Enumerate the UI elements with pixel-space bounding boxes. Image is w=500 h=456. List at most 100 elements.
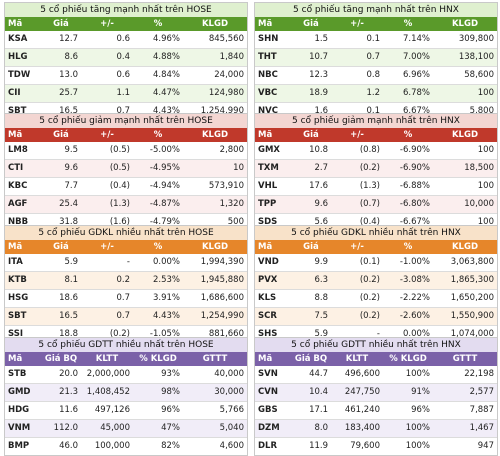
column-header-percent: %: [403, 130, 413, 140]
cell-change: (1.6): [109, 217, 130, 227]
cell-ticker[interactable]: NVC: [258, 106, 278, 116]
cell-ticker[interactable]: CVN: [258, 387, 278, 397]
cell-volume: 100: [477, 88, 494, 98]
cell-ticker[interactable]: VHL: [258, 181, 278, 191]
cell-ticker[interactable]: SBT: [8, 311, 27, 321]
table-row: VNM 112.0 45,000 47% 5,040: [5, 419, 247, 437]
cell-ticker[interactable]: VND: [258, 257, 279, 267]
cell-price: 8.6: [64, 52, 78, 62]
table-row: CII 25.7 1.1 4.47% 124,980: [5, 84, 247, 102]
cell-volume: 100: [477, 217, 494, 227]
table-body: VND 9.9 (0.1) -1.00% 3,063,800 PVX 6.3 (0.2) -3.…: [255, 254, 497, 343]
cell-percent: -6.80%: [399, 199, 430, 209]
column-header-ticker: Mã: [258, 19, 273, 29]
cell-percent: -6.67%: [399, 217, 430, 227]
panel-up-hnx: 5 cổ phiếu tăng mạnh nhất trên HNX Mã Giá +…: [254, 2, 498, 121]
cell-volume: 58,600: [464, 70, 494, 80]
cell-price: 2.7: [314, 163, 328, 173]
cell-percent: 93%: [161, 369, 180, 379]
cell-price: 9.9: [314, 257, 328, 267]
cell-volume: 1,865,300: [450, 275, 494, 285]
cell-volume: 573,910: [208, 181, 244, 191]
cell-ticker[interactable]: DZM: [258, 423, 280, 433]
cell-change: (0.2): [359, 163, 380, 173]
column-header-ticker: Mã: [258, 130, 273, 140]
cell-volume: 2,577: [469, 387, 494, 397]
cell-percent: -6.88%: [399, 181, 430, 191]
table-header: Mã Giá +/-% KLGD: [5, 128, 247, 142]
cell-price: 6.3: [314, 275, 328, 285]
cell-price: 9.6: [64, 163, 78, 173]
cell-ticker[interactable]: KBC: [8, 181, 28, 191]
cell-ticker[interactable]: THT: [258, 52, 277, 62]
table-row: KLS 8.8 (0.2) -2.22% 1,650,200: [255, 289, 497, 307]
cell-volume: 1,994,390: [200, 257, 244, 267]
cell-ticker[interactable]: PVX: [258, 275, 278, 285]
cell-ticker[interactable]: GMX: [258, 145, 280, 155]
cell-ticker[interactable]: SHN: [258, 34, 279, 44]
table-row: DZM 8.0 183,400 100% 1,467: [255, 419, 497, 437]
cell-price: 8.0: [314, 423, 328, 433]
table-row: CVN 10.4 247,750 91% 2,577: [255, 383, 497, 401]
cell-change: (1.3): [109, 199, 130, 209]
cell-ticker[interactable]: KTB: [8, 275, 27, 285]
cell-ticker[interactable]: SDS: [258, 217, 278, 227]
column-header-price: Giá BQ: [44, 354, 78, 364]
cell-ticker[interactable]: NBB: [8, 217, 29, 227]
cell-volume: 1,650,200: [450, 293, 494, 303]
cell-ticker[interactable]: VBC: [258, 88, 278, 98]
cell-ticker[interactable]: SHS: [258, 329, 278, 339]
cell-ticker[interactable]: VNM: [8, 423, 31, 433]
table-row: GMX 10.8 (0.8) -6.90% 100: [255, 142, 497, 159]
cell-ticker[interactable]: KSA: [8, 34, 28, 44]
cell-price: 25.7: [59, 88, 78, 98]
cell-ticker[interactable]: HDG: [8, 405, 30, 415]
cell-volume: 30,000: [214, 387, 244, 397]
cell-ticker[interactable]: TDW: [8, 70, 31, 80]
table-body: GMX 10.8 (0.8) -6.90% 100 TXM 2.7 (0.2) -6.90% 18…: [255, 142, 497, 231]
cell-ticker[interactable]: SSI: [8, 329, 24, 339]
cell-ticker[interactable]: CTI: [8, 163, 24, 173]
cell-price: 5.9: [314, 329, 328, 339]
cell-percent: 0.00%: [152, 257, 180, 267]
cell-ticker[interactable]: CII: [8, 88, 21, 98]
cell-ticker[interactable]: GBS: [258, 405, 278, 415]
cell-percent: 6.78%: [402, 88, 430, 98]
cell-percent: 47%: [161, 423, 180, 433]
cell-percent: -2.22%: [399, 293, 430, 303]
column-header-price: Giá: [303, 19, 319, 29]
cell-ticker[interactable]: AGF: [8, 199, 28, 209]
cell-volume: 1,550,900: [450, 311, 494, 321]
cell-change: (0.5): [109, 145, 130, 155]
cell-ticker[interactable]: GMD: [8, 387, 31, 397]
cell-change: 0.1: [366, 106, 380, 116]
cell-price: 16.5: [59, 311, 78, 321]
cell-ticker[interactable]: ITA: [8, 257, 23, 267]
cell-ticker[interactable]: SBT: [8, 106, 27, 116]
cell-ticker[interactable]: NBC: [258, 70, 278, 80]
cell-volume: 24,000: [214, 70, 244, 80]
cell-ticker[interactable]: HSG: [8, 293, 29, 303]
cell-ticker[interactable]: LM8: [8, 145, 28, 155]
cell-ticker[interactable]: STB: [8, 369, 27, 379]
cell-change: -: [376, 329, 380, 339]
column-header-change: +/-: [350, 242, 364, 252]
cell-percent: 4.43%: [152, 106, 180, 116]
cell-volume: 138,100: [458, 52, 494, 62]
cell-ticker[interactable]: SVN: [258, 369, 278, 379]
cell-change: -: [126, 257, 130, 267]
cell-ticker[interactable]: TXM: [258, 163, 279, 173]
cell-price: 18.6: [59, 293, 78, 303]
cell-ticker[interactable]: HLG: [8, 52, 28, 62]
panel-vol-hose: 5 cổ phiếu GDKL nhiều nhất trên HOSE Mã Gi…: [4, 225, 248, 344]
cell-volume: 1,254,990: [200, 311, 244, 321]
column-header-volume: KLGD: [451, 19, 479, 29]
cell-price: 46.0: [59, 441, 78, 451]
cell-ticker[interactable]: KLS: [258, 293, 277, 303]
cell-change: 183,400: [344, 423, 380, 433]
cell-ticker[interactable]: DLR: [258, 441, 278, 451]
cell-ticker[interactable]: BMP: [8, 441, 30, 451]
cell-ticker[interactable]: TPP: [258, 199, 277, 209]
cell-ticker[interactable]: SCR: [258, 311, 277, 321]
cell-price: 21.3: [59, 387, 78, 397]
